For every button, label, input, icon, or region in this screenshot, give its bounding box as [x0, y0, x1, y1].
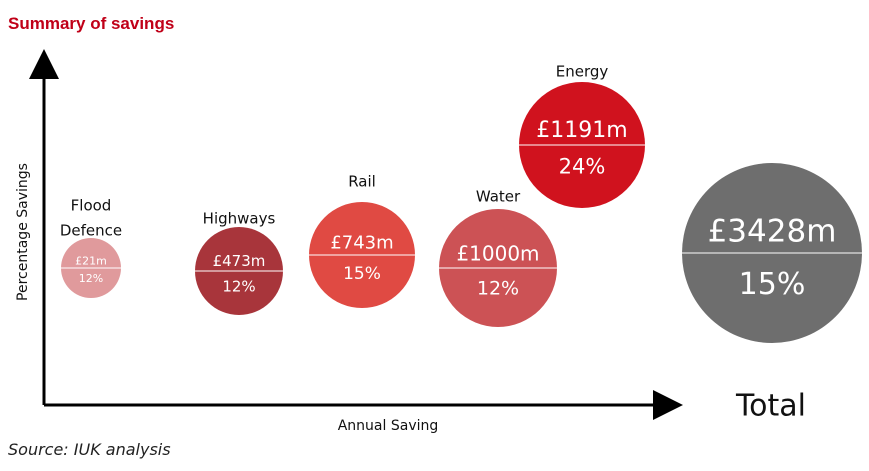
source-note: Source: IUK analysis	[8, 440, 171, 459]
rail-name-label: Rail	[348, 173, 376, 191]
flood-defence-bubble-group: £21m 12% Flood Defence	[60, 197, 122, 298]
total-percent-label: 15%	[739, 267, 806, 302]
flood-defence-name-label: Flood	[71, 197, 112, 215]
energy-bubble-group: £1191m 24% Energy	[519, 63, 645, 208]
highways-name-label: Highways	[203, 210, 276, 228]
flood-defence-percent-label: 12%	[79, 272, 103, 285]
highways-percent-label: 12%	[222, 277, 255, 295]
rail-bubble-group: £743m 15% Rail	[309, 173, 415, 308]
energy-percent-label: 24%	[559, 155, 606, 179]
y-axis-label: Percentage Savings	[15, 163, 31, 301]
chart-title: Summary of savings	[8, 14, 175, 33]
total-name-label: Total	[735, 389, 806, 424]
water-percent-label: 12%	[477, 278, 519, 300]
energy-name-label: Energy	[556, 63, 609, 81]
bubbles-group: £21m 12% Flood Defence £473m 12% Highways £743m…	[60, 63, 862, 424]
water-saving-label: £1000m	[456, 242, 539, 266]
energy-saving-label: £1191m	[536, 118, 627, 143]
flood-defence-name-label: Defence	[60, 222, 122, 240]
total-bubble-group: £3428m 15% Total	[682, 163, 862, 424]
flood-defence-saving-label: £21m	[75, 254, 107, 267]
highways-bubble-group: £473m 12% Highways	[195, 210, 283, 315]
rail-saving-label: £743m	[330, 232, 393, 253]
highways-saving-label: £473m	[213, 252, 266, 270]
water-bubble-group: £1000m 12% Water	[439, 188, 557, 327]
water-name-label: Water	[476, 188, 521, 206]
rail-percent-label: 15%	[343, 264, 381, 284]
x-axis-label: Annual Saving	[338, 418, 439, 434]
total-saving-label: £3428m	[708, 214, 837, 250]
